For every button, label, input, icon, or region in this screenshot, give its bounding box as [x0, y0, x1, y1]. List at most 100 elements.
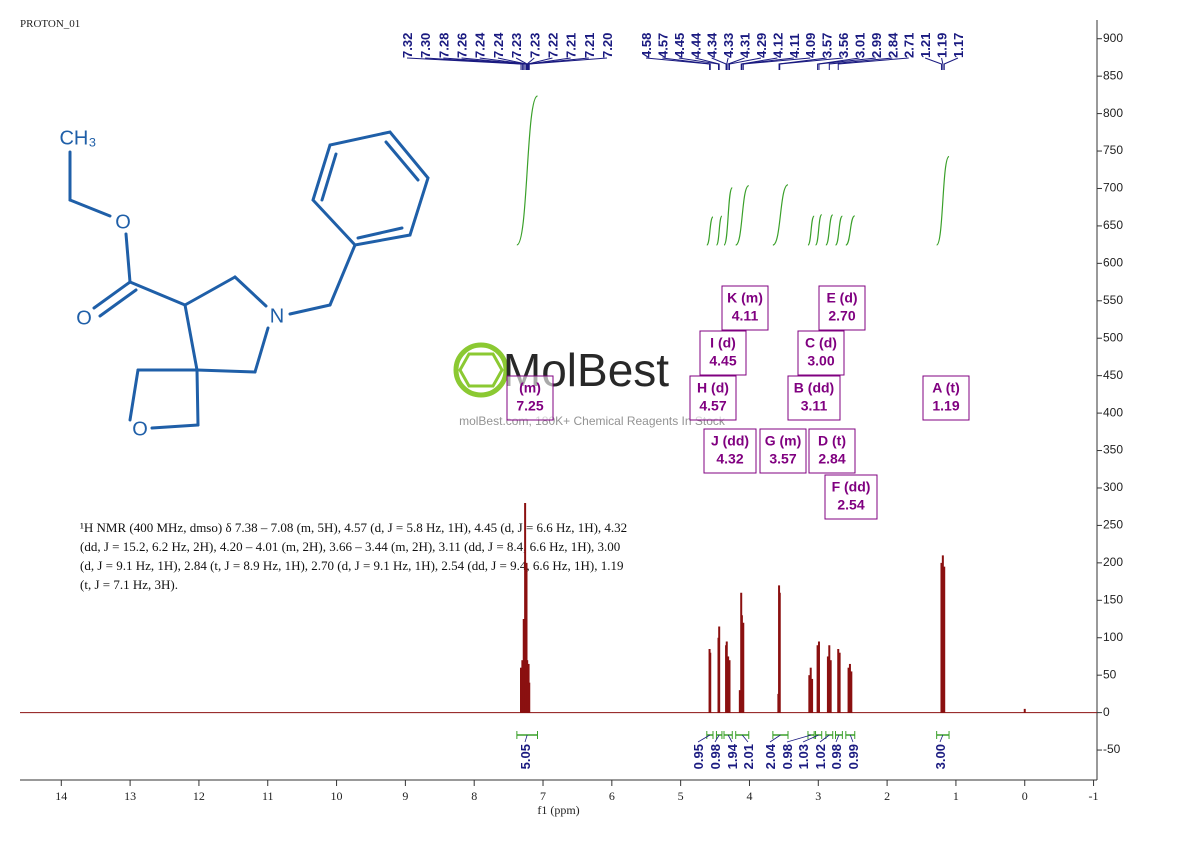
multiplet-box — [689, 375, 737, 421]
multiplet-name: I (d) — [710, 335, 736, 351]
peak-pick-label: 4.29 — [754, 33, 769, 58]
peak-pick-label: 7.21 — [582, 33, 597, 58]
integral-leader — [786, 734, 812, 743]
multiplet-shift: 2.70 — [828, 308, 855, 324]
peak-pick-leader — [727, 57, 745, 70]
x-tick-label: 8 — [471, 789, 477, 803]
peak-pick-label: 7.28 — [436, 33, 451, 58]
multiplet-name: G (m) — [765, 433, 802, 449]
peak-pick-leader — [527, 57, 553, 70]
x-tick-label: 13 — [124, 789, 136, 803]
integral-label: 1.02 — [813, 744, 828, 769]
peak-pick-leader — [526, 57, 535, 70]
y-tick-label: 850 — [1103, 68, 1123, 82]
x-tick-label: 0 — [1022, 789, 1028, 803]
integral-curve — [834, 215, 843, 246]
peak-pick-leader — [711, 57, 727, 70]
peak-pick-label: 7.26 — [455, 33, 470, 58]
integral-leader — [819, 734, 830, 743]
atom-label: O — [115, 211, 131, 233]
y-tick-label: 550 — [1103, 293, 1123, 307]
molecule — [68, 130, 430, 430]
integral-leader — [835, 734, 840, 743]
integral-curve — [814, 214, 823, 246]
integral-leader — [802, 734, 819, 743]
integral-label: 3.00 — [933, 744, 948, 769]
x-tick-label: 5 — [678, 789, 684, 803]
integral-curve — [735, 185, 750, 246]
peak-pick-label: 1.21 — [918, 33, 933, 58]
peak-pick-leader — [941, 57, 944, 70]
atom-label: O — [76, 307, 92, 329]
multiplet-name: H (d) — [697, 380, 729, 396]
multiplet-name: J (dd) — [711, 433, 749, 449]
integral-leader — [697, 734, 711, 743]
x-tick-label: 11 — [262, 789, 274, 803]
multiplet-box — [808, 428, 856, 474]
y-tick-label: 450 — [1103, 368, 1123, 382]
integral-leader — [741, 734, 749, 743]
x-tick-label: 1 — [953, 789, 959, 803]
integral-curve — [936, 155, 950, 246]
multiplet-shift: 4.57 — [699, 398, 726, 414]
integral-leader — [727, 734, 733, 743]
peak-pick-leader — [740, 57, 778, 70]
multiplet-shift: 2.84 — [818, 451, 845, 467]
multiplet-shift: 7.25 — [516, 398, 543, 414]
peak-pick-leader — [729, 57, 762, 70]
integral-leader — [939, 734, 944, 743]
peak-pick-label: 7.30 — [418, 33, 433, 58]
integral-label: 0.98 — [829, 744, 844, 769]
x-tick-label: 9 — [402, 789, 408, 803]
multiplet-box — [922, 375, 970, 421]
peak-pick-leader — [924, 57, 942, 70]
peak-pick-leader — [726, 57, 729, 70]
peak-pick-label: 1.19 — [935, 33, 950, 58]
peak-pick-leader — [741, 57, 794, 70]
peak-pick-label: 7.23 — [509, 33, 524, 58]
peak-pick-leader — [943, 57, 959, 70]
multiplet-box — [797, 330, 845, 376]
multiplet-box — [699, 330, 747, 376]
peak-pick-label: 4.58 — [639, 33, 654, 58]
y-tick-label: 150 — [1103, 592, 1123, 606]
y-tick-label: 50 — [1103, 667, 1117, 681]
description-line: (d, J = 9.1 Hz, 1H), 2.84 (t, J = 8.9 Hz… — [80, 558, 624, 573]
peak-pick-leader — [779, 57, 844, 70]
x-tick-label: 2 — [884, 789, 890, 803]
peak-pick-label: 4.11 — [787, 33, 802, 58]
multiplet-name: D (t) — [818, 433, 846, 449]
multiplet-name: C (d) — [805, 335, 837, 351]
peak-pick-label: 7.24 — [473, 32, 488, 58]
x-tick-label: 6 — [609, 789, 615, 803]
multiplet-name: E (d) — [826, 290, 857, 306]
multiplet-box — [759, 428, 807, 474]
integral-leader — [714, 734, 720, 743]
integral-label: 0.99 — [846, 744, 861, 769]
peak-pick-label: 4.45 — [672, 33, 687, 58]
y-tick-label: 900 — [1103, 31, 1123, 45]
multiplet-name: F (dd) — [832, 479, 871, 495]
peak-pick-label: 7.20 — [600, 33, 615, 58]
integral-curve — [825, 214, 834, 246]
integral-leader — [769, 734, 781, 743]
integral-curve — [807, 215, 815, 246]
multiplet-shift: 2.54 — [837, 497, 864, 513]
multiplet-shift: 4.45 — [709, 353, 736, 369]
multiplet-name: B (dd) — [794, 380, 834, 396]
watermark: MolBest molBest.com, 180K+ Chemical Reag… — [453, 342, 726, 428]
integral-label: 1.94 — [725, 743, 740, 769]
description-line: (dd, J = 15.2, 6.2 Hz, 2H), 4.20 – 4.01 … — [80, 539, 620, 554]
multiplet-shift: 4.11 — [732, 308, 759, 324]
peak-pick-label: 1.17 — [951, 33, 966, 58]
description-line: (t, J = 7.1 Hz, 3H). — [80, 577, 178, 592]
x-tick-label: 7 — [540, 789, 546, 803]
peak-pick-leader — [778, 57, 827, 70]
y-tick-label: 600 — [1103, 256, 1123, 270]
peak-pick-leader — [818, 57, 876, 70]
atom-label: N — [270, 305, 284, 327]
x-tick-label: 4 — [746, 789, 752, 803]
y-tick-label: 0 — [1103, 705, 1110, 719]
peak-pick-label: 4.34 — [705, 32, 720, 58]
